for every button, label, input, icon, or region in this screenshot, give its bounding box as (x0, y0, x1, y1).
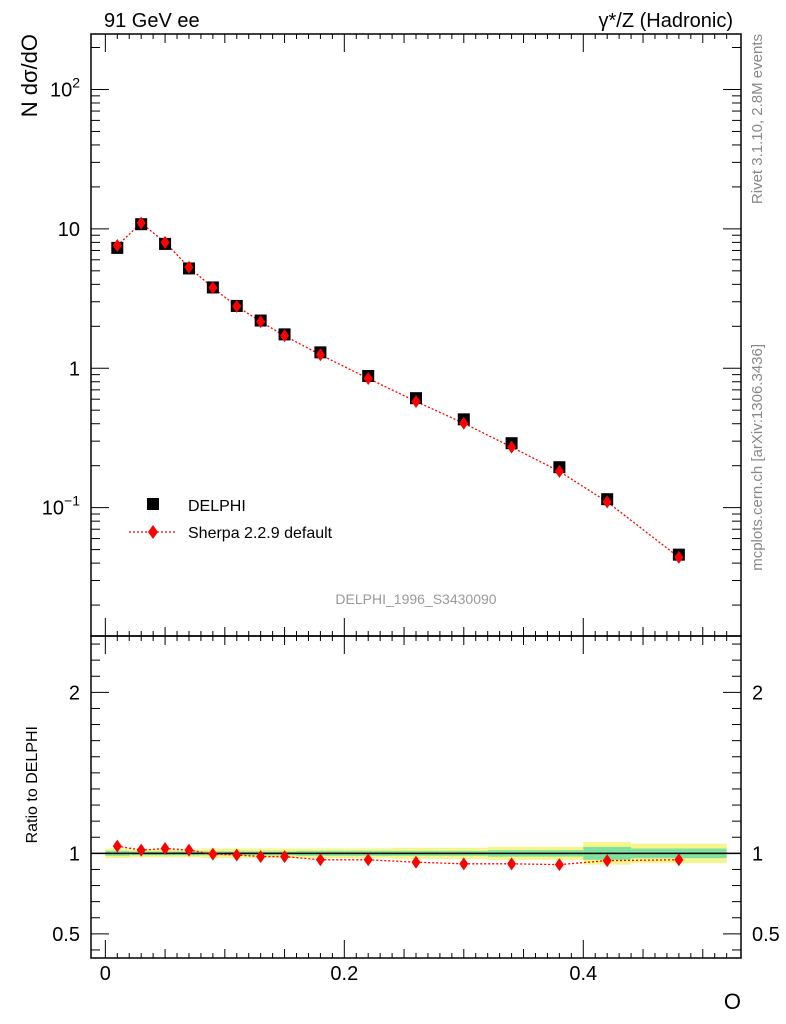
main-mc-point (136, 216, 146, 230)
main-ylabel: N dσ/dO (17, 34, 42, 117)
main-mc-line (116, 222, 680, 558)
main-mc-point (507, 440, 517, 454)
main-mc-point (411, 394, 421, 408)
xtick-label: 0.2 (330, 963, 358, 985)
ratio-ytick-label: 2 (69, 682, 80, 704)
ratio-ytick-label: 1 (69, 843, 80, 865)
ratio-mc-point (315, 853, 325, 867)
main-ytick-label: 10−1 (42, 493, 80, 520)
main-mc-point (674, 550, 684, 564)
ratio-mc-point (674, 853, 684, 867)
xtick-label: 0 (100, 963, 111, 985)
legend-mc-label: Sherpa 2.2.9 default (188, 525, 333, 542)
legend-mc-marker (148, 525, 158, 539)
ratio-mc-point (554, 858, 564, 872)
xtick-label: 0.4 (569, 963, 597, 985)
main-ytick-label: 1 (69, 358, 80, 380)
main-mc-point (256, 315, 266, 329)
legend: DELPHI Sherpa 2.2.9 default (129, 498, 333, 542)
main-mc-point (554, 464, 564, 478)
main-mc-point (112, 238, 122, 252)
ratio-mc-point (112, 839, 122, 853)
main-mc-point (315, 348, 325, 362)
header-right: γ*/Z (Hadronic) (599, 10, 733, 32)
main-mc-point (208, 281, 218, 295)
analysis-watermark: DELPHI_1996_S3430090 (335, 591, 496, 607)
series-markers (111, 216, 685, 872)
main-mc-point (160, 235, 170, 249)
ratio-mc-point (208, 847, 218, 861)
ratio-mc-point (602, 854, 612, 868)
ratio-mc-point (411, 855, 421, 869)
main-mc-point (459, 416, 469, 430)
ratio-mc-point (232, 848, 242, 862)
rivet-info: Rivet 3.1.10, 2.8M events (749, 34, 766, 204)
main-ytick-label: 10 (58, 219, 80, 241)
series-lines (116, 222, 680, 866)
ratio-mc-line (117, 845, 679, 866)
ratio-mc-point (160, 842, 170, 856)
main-ytick-label: 102 (50, 74, 80, 101)
ratio-mc-point (256, 850, 266, 864)
ratio-ylabel: Ratio to DELPHI (24, 726, 41, 843)
ratio-xlabel: O (724, 989, 741, 1014)
ratio-mc-point (184, 843, 194, 857)
main-mc-point (184, 260, 194, 274)
ratio-ytick-label-right: 1 (752, 843, 763, 865)
axis-ticks (91, 34, 741, 958)
main-mc-point (280, 329, 290, 343)
ratio-panel-frame (90, 635, 742, 959)
header-left: 91 GeV ee (104, 10, 200, 32)
main-mc-point (602, 495, 612, 509)
legend-data-label: DELPHI (188, 498, 246, 515)
ratio-mc-point (280, 850, 290, 864)
ratio-ytick-label-right: 2 (752, 682, 763, 704)
main-mc-point (232, 299, 242, 313)
ratio-ytick-label-right: 0.5 (752, 924, 780, 946)
ratio-mc-point (507, 857, 517, 871)
ratio-mc-point (459, 857, 469, 871)
mcplots-info: mcplots.cern.ch [arXiv:1306.3436] (749, 344, 766, 571)
tick-labels: 10−1 1 10 102 0.5 0.5 1 1 2 2 0 0.2 0.4 (42, 74, 780, 985)
ratio-mc-point (363, 853, 373, 867)
ratio-mc-point (136, 843, 146, 857)
main-panel-frame (90, 33, 742, 637)
main-mc-point (363, 371, 373, 385)
legend-data-marker (147, 498, 159, 510)
ratio-ytick-label: 0.5 (52, 924, 80, 946)
